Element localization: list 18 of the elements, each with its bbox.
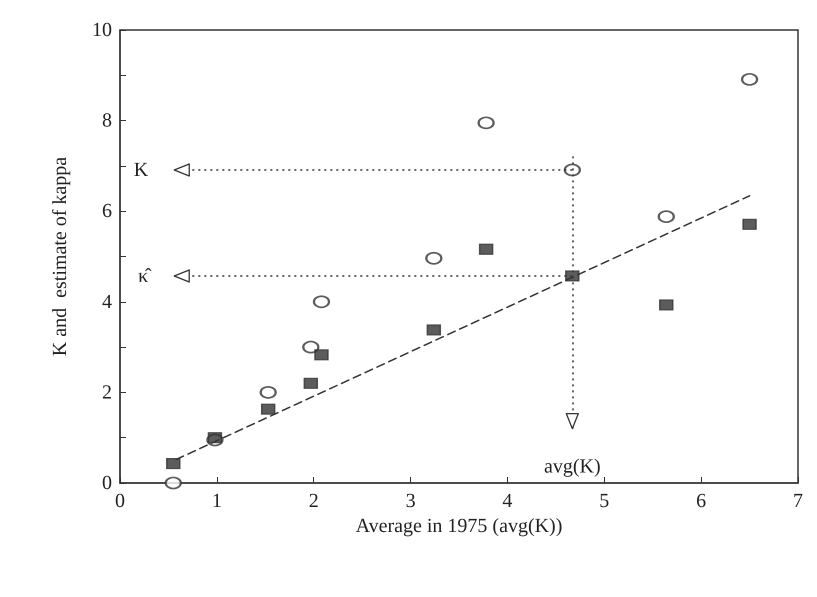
x-tick-label: 6 (696, 490, 706, 512)
x-tick-label: 7 (793, 490, 803, 512)
y-tick-label: 0 (102, 472, 112, 494)
y-tick-label: 10 (92, 19, 112, 41)
x-tick-label: 3 (406, 490, 416, 512)
y-tick-label: 2 (102, 381, 112, 404)
x-tick-label: 2 (308, 490, 319, 512)
y-axis-title: K and estimate of kappa (49, 156, 71, 356)
x-tick-label: 5 (599, 490, 610, 512)
x-tick-label: 1 (212, 490, 222, 512)
ref-line-label: κ̂ (138, 264, 152, 287)
y-tick-label: 8 (102, 110, 112, 132)
y-tick-label: 6 (102, 200, 112, 222)
ref-line-label: avg(K) (544, 456, 601, 478)
ref-line-label: K (134, 158, 149, 181)
x-axis-title: Average in 1975 (avg(K)) (356, 514, 562, 537)
x-tick-label: 4 (502, 490, 512, 512)
y-tick-label: 4 (102, 290, 112, 313)
